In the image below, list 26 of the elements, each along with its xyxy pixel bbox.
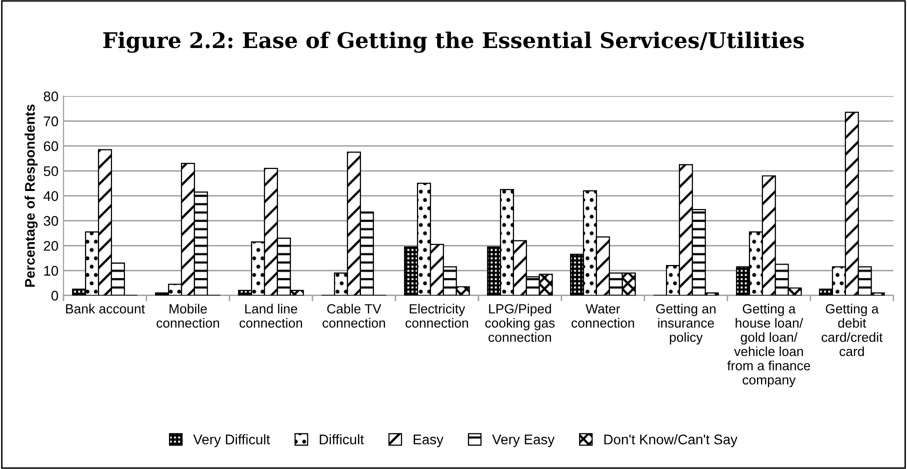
x-tick-label: Getting a house loan/ gold loan/ vehicle loan from a finance company — [727, 304, 810, 388]
y-tick-label: 10 — [44, 266, 58, 276]
legend-label: Difficult — [320, 434, 364, 444]
legend-label: Easy — [414, 434, 444, 448]
x-tick-label: Cable TV connection — [322, 304, 386, 328]
x-tick-label: LPG/Piped cooking gas connection — [485, 304, 555, 342]
y-tick-label: 40 — [44, 191, 58, 201]
y-tick-label: 20 — [44, 240, 58, 251]
legend-label: Don't Know/Can't Say — [604, 434, 738, 448]
y-tick-label: 70 — [44, 116, 58, 126]
x-tick-label: Bank account — [66, 304, 145, 314]
x-tick-label: Getting an insurance policy — [656, 304, 716, 345]
x-tick-label: Getting a debit card/credit card — [822, 304, 883, 356]
legend-label: Very Easy — [492, 434, 555, 448]
y-tick-label: 50 — [44, 166, 58, 176]
x-tick-label: Mobile connection — [156, 304, 220, 328]
y-tick-label: 80 — [44, 91, 58, 102]
chart-title: Figure 2.2: Ease of Getting the Essential Services/Utilities — [103, 32, 804, 53]
y-tick-label: 30 — [44, 216, 58, 226]
x-tick-label: Land line connection — [240, 304, 302, 328]
y-tick-label: 0 — [51, 290, 58, 301]
legend-label: Very Difficult — [193, 434, 270, 448]
y-tick-label: 60 — [44, 141, 58, 152]
x-tick-label: Electricity connection — [406, 304, 468, 328]
y-axis-title: Percentage of Respondents — [24, 104, 38, 287]
x-tick-label: Water connection — [572, 304, 634, 328]
